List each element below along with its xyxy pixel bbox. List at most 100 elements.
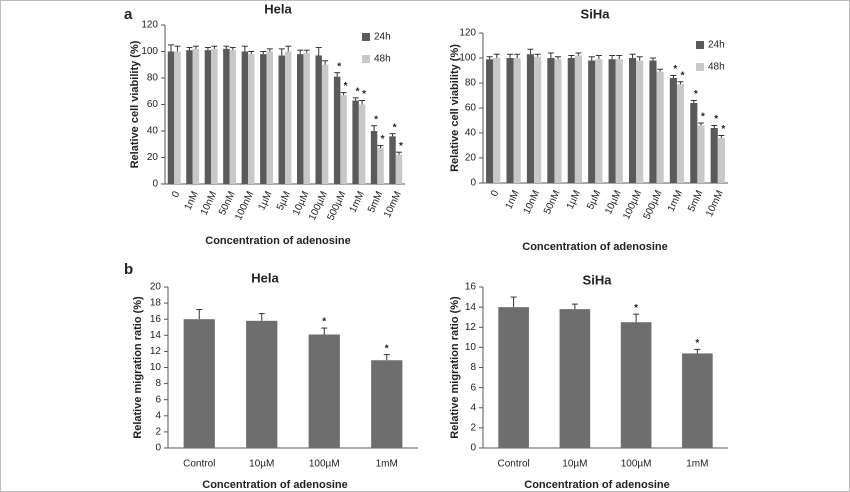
bar (554, 59, 562, 183)
y-tick-label: 80 (465, 78, 477, 89)
y-tick-label: 14 (150, 330, 162, 341)
bar (547, 58, 555, 183)
x-tick-label: 10µM (249, 459, 274, 470)
significance: * (399, 141, 403, 152)
significance: * (337, 61, 341, 72)
bar (333, 76, 341, 184)
legend-label: 48h (374, 54, 391, 65)
bar (567, 58, 575, 183)
x-tick-label: 1µM (256, 190, 274, 212)
x-tick-label: 1mM (666, 189, 685, 214)
bar (260, 54, 267, 185)
y-tick-label: 12 (150, 346, 162, 357)
x-tick-label: Control (183, 459, 215, 470)
bar (266, 51, 273, 184)
error-bar (377, 145, 384, 149)
y-tick-label: 4 (155, 410, 161, 421)
significance: * (701, 112, 705, 123)
bar (620, 322, 652, 448)
bar (498, 307, 529, 448)
bar (389, 136, 396, 184)
y-tick-label: 4 (470, 402, 476, 413)
x-axis-title: Concentration of adenosine (202, 479, 347, 491)
error-bar (303, 49, 310, 53)
error-bar (322, 60, 329, 65)
error-bar (629, 53, 636, 58)
legend-swatch (362, 55, 370, 63)
y-tick-label: 10 (465, 342, 477, 353)
error-bar (690, 100, 697, 103)
bar (192, 48, 200, 184)
significance: * (673, 64, 677, 75)
legend-label: 24h (708, 40, 725, 51)
significance: * (322, 317, 326, 328)
error-bar (534, 53, 541, 57)
x-tick-label: 5µM (585, 189, 603, 211)
error-bar (334, 72, 341, 77)
y-tick-label: 16 (465, 282, 477, 293)
x-tick-label: 5µM (275, 190, 293, 212)
error-bar (396, 151, 402, 155)
x-tick-label: 10µM (603, 189, 624, 217)
legend-swatch (362, 33, 370, 41)
bar (710, 128, 718, 183)
error-bar (174, 45, 181, 52)
error-bar (371, 125, 378, 131)
chart-title: Hela (264, 1, 292, 16)
error-bar (609, 55, 616, 60)
bar (574, 55, 583, 183)
significance: * (344, 81, 348, 92)
x-tick-label: 500µM (642, 189, 665, 222)
y-tick-label: 100 (459, 53, 476, 64)
bar (248, 54, 255, 185)
error-bar (285, 45, 292, 52)
bar (315, 55, 322, 184)
y-tick-label: 10 (150, 362, 162, 373)
bar (303, 52, 310, 185)
error-bar (711, 125, 718, 128)
error-bar (223, 45, 230, 49)
y-tick-label: 0 (470, 443, 476, 454)
legend-label: 48h (708, 62, 725, 73)
error-bar (241, 45, 248, 52)
bar (588, 60, 596, 183)
bar (278, 55, 285, 184)
bar (241, 51, 249, 184)
bar (174, 51, 181, 184)
bar (608, 59, 616, 183)
x-tick-label: 5mM (366, 190, 385, 215)
bar (371, 360, 403, 448)
bar (493, 58, 501, 183)
y-tick-label: 6 (155, 394, 161, 405)
y-tick-label: 100 (141, 46, 158, 57)
error-bar (204, 47, 211, 51)
y-tick-label: 12 (465, 322, 477, 333)
error-bar (266, 48, 273, 52)
error-bar (507, 53, 514, 58)
y-tick-label: 60 (465, 103, 477, 114)
bar (358, 104, 366, 184)
panel-label: a (124, 6, 133, 23)
error-bar (258, 313, 265, 321)
y-axis-title: Relative migration ratio (%) (132, 296, 144, 439)
chart-title: Hela (251, 270, 279, 285)
error-bar (697, 122, 704, 126)
bar (352, 100, 359, 184)
x-axis-title: Concentration of adenosine (522, 241, 667, 253)
y-axis-title: Relative migration ratio (%) (449, 296, 461, 439)
error-bar (211, 45, 218, 49)
bar (682, 353, 713, 448)
error-bar (694, 348, 701, 354)
bar (395, 154, 403, 184)
significance: * (714, 114, 718, 125)
y-axis-title: Relative cell viability (%) (449, 44, 461, 172)
bar (534, 56, 542, 183)
legend-swatch (696, 63, 704, 71)
error-bar (677, 81, 684, 85)
y-tick-label: 20 (465, 153, 477, 164)
bar (676, 84, 685, 183)
error-bar (192, 45, 199, 49)
bar (669, 78, 677, 183)
